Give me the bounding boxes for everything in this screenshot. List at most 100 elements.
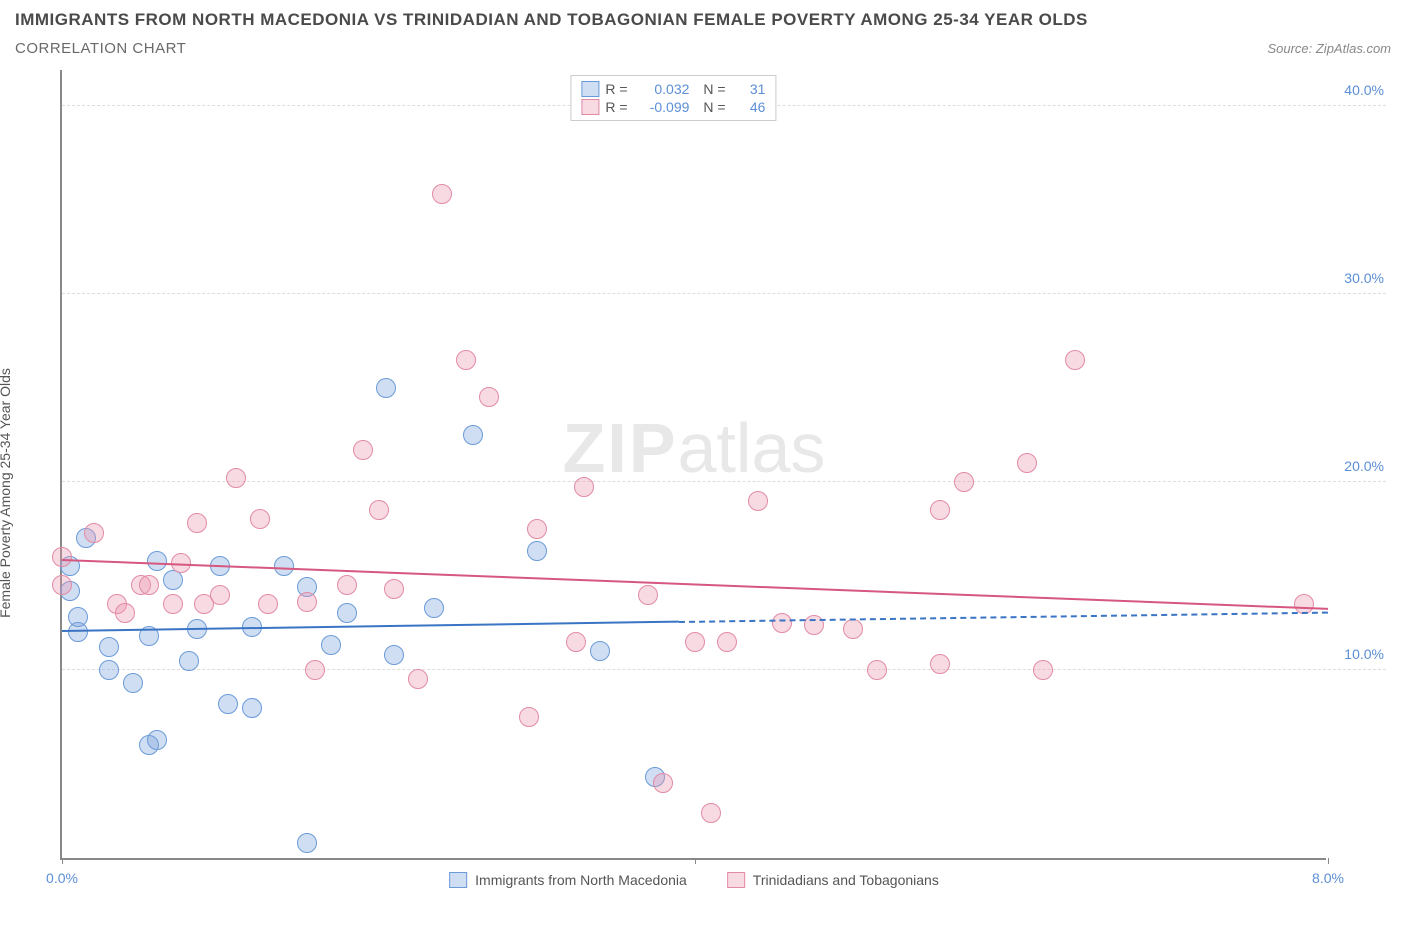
legend-swatch <box>581 81 599 97</box>
data-point <box>685 632 705 652</box>
data-point <box>930 654 950 674</box>
x-tick <box>1328 858 1329 864</box>
data-point <box>115 603 135 623</box>
watermark-bold: ZIP <box>563 409 678 487</box>
data-point <box>424 598 444 618</box>
n-value: 31 <box>737 81 765 97</box>
r-value: -0.099 <box>639 99 689 115</box>
series-legend: Immigrants from North Macedonia Trinidadi… <box>449 872 939 888</box>
data-point <box>147 730 167 750</box>
legend-item: Trinidadians and Tobagonians <box>727 872 939 888</box>
data-point <box>84 523 104 543</box>
data-point <box>527 541 547 561</box>
data-point <box>384 645 404 665</box>
data-point <box>258 594 278 614</box>
data-point <box>187 513 207 533</box>
data-point <box>456 350 476 370</box>
x-tick <box>695 858 696 864</box>
data-point <box>408 669 428 689</box>
n-label: N = <box>703 81 731 97</box>
data-point <box>163 594 183 614</box>
legend-row: R = 0.032 N = 31 <box>581 80 765 98</box>
legend-item: Immigrants from North Macedonia <box>449 872 687 888</box>
n-label: N = <box>703 99 731 115</box>
trendline <box>62 621 679 632</box>
data-point <box>305 660 325 680</box>
n-value: 46 <box>737 99 765 115</box>
data-point <box>68 607 88 627</box>
r-label: R = <box>605 99 633 115</box>
data-point <box>519 707 539 727</box>
data-point <box>210 585 230 605</box>
data-point <box>147 551 167 571</box>
x-tick-label: 0.0% <box>46 870 78 886</box>
data-point <box>804 615 824 635</box>
gridline <box>62 293 1386 294</box>
data-point <box>717 632 737 652</box>
data-point <box>242 698 262 718</box>
data-point <box>930 500 950 520</box>
data-point <box>52 547 72 567</box>
data-point <box>297 592 317 612</box>
chart-title: IMMIGRANTS FROM NORTH MACEDONIA VS TRINI… <box>15 10 1391 30</box>
data-point <box>250 509 270 529</box>
data-point <box>479 387 499 407</box>
gridline <box>62 669 1386 670</box>
data-point <box>463 425 483 445</box>
r-label: R = <box>605 81 633 97</box>
legend-text: Trinidadians and Tobagonians <box>753 872 939 888</box>
data-point <box>748 491 768 511</box>
watermark-light: atlas <box>678 409 826 487</box>
data-point <box>574 477 594 497</box>
legend-text: Immigrants from North Macedonia <box>475 872 687 888</box>
source-attribution: Source: ZipAtlas.com <box>1267 41 1391 56</box>
chart-subtitle: CORRELATION CHART <box>15 40 186 57</box>
data-point <box>867 660 887 680</box>
y-tick-label: 40.0% <box>1344 82 1384 98</box>
data-point <box>52 575 72 595</box>
x-tick <box>62 858 63 864</box>
data-point <box>123 673 143 693</box>
data-point <box>226 468 246 488</box>
data-point <box>1017 453 1037 473</box>
data-point <box>99 637 119 657</box>
data-point <box>369 500 389 520</box>
data-point <box>218 694 238 714</box>
data-point <box>1033 660 1053 680</box>
data-point <box>527 519 547 539</box>
legend-row: R = -0.099 N = 46 <box>581 98 765 116</box>
legend-swatch <box>581 99 599 115</box>
data-point <box>432 184 452 204</box>
data-point <box>321 635 341 655</box>
data-point <box>337 575 357 595</box>
data-point <box>653 773 673 793</box>
data-point <box>99 660 119 680</box>
data-point <box>954 472 974 492</box>
data-point <box>772 613 792 633</box>
data-point <box>843 619 863 639</box>
legend-swatch <box>727 872 745 888</box>
legend-swatch <box>449 872 467 888</box>
y-tick-label: 30.0% <box>1344 270 1384 286</box>
plot-area: ZIPatlas 10.0%20.0%30.0%40.0%0.0%8.0%R =… <box>60 70 1326 860</box>
data-point <box>638 585 658 605</box>
data-point <box>337 603 357 623</box>
y-axis-label: Female Poverty Among 25-34 Year Olds <box>0 368 13 618</box>
data-point <box>297 833 317 853</box>
chart-container: Female Poverty Among 25-34 Year Olds ZIP… <box>15 65 1391 905</box>
correlation-legend: R = 0.032 N = 31 R = -0.099 N = 46 <box>570 75 776 121</box>
watermark: ZIPatlas <box>563 408 826 488</box>
data-point <box>590 641 610 661</box>
data-point <box>376 378 396 398</box>
x-tick-label: 8.0% <box>1312 870 1344 886</box>
data-point <box>179 651 199 671</box>
r-value: 0.032 <box>639 81 689 97</box>
data-point <box>139 575 159 595</box>
y-tick-label: 20.0% <box>1344 458 1384 474</box>
data-point <box>701 803 721 823</box>
subtitle-row: CORRELATION CHART Source: ZipAtlas.com <box>15 40 1391 57</box>
chart-header: IMMIGRANTS FROM NORTH MACEDONIA VS TRINI… <box>15 10 1391 57</box>
data-point <box>384 579 404 599</box>
trendline <box>62 559 1328 610</box>
data-point <box>1065 350 1085 370</box>
